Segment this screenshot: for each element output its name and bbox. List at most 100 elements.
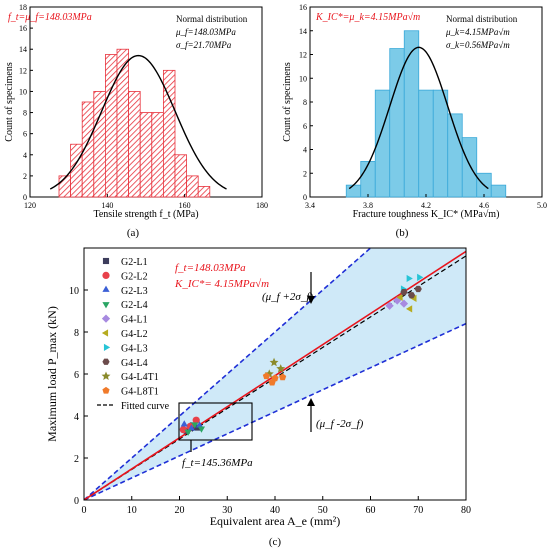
panel-b-y-tick-label: 4: [303, 146, 307, 155]
panel-c-y-tick-label: 6: [74, 370, 79, 381]
data-point-g4-l3: [406, 274, 413, 283]
panel-b-bar-0: [345, 184, 362, 198]
legend-label-g2-l3: G2-L3: [121, 286, 148, 297]
legend-marker-g4-l3: [103, 343, 111, 351]
data-point-g4-l2: [396, 293, 403, 301]
panel-c-y-tick-label: 8: [74, 328, 79, 339]
panel-a-bar-7: [139, 112, 153, 198]
panel-c-annotation-kic: K_IC*= 4.15MPa√m: [174, 278, 269, 290]
panel-a-y-tick-label: 10: [19, 87, 27, 96]
panel-b-bars: [345, 30, 507, 198]
data-point-g4-l2: [405, 305, 413, 313]
panel-c-y-tick-label: 0: [74, 496, 79, 507]
legend-label-g4-l4: G4-L4: [121, 358, 148, 369]
panel-b-bar-6: [432, 89, 449, 198]
panel-a-bar-12: [197, 186, 211, 198]
data-point-g2-l4: [191, 422, 199, 429]
data-point-g2-l3: [180, 420, 188, 427]
legend-marker-g2-l4: [102, 302, 110, 309]
panel-c-y-tick-label: 2: [74, 454, 79, 465]
panel-a-x-tick-label: 140: [101, 201, 113, 210]
panel-a-bar-10: [174, 154, 188, 198]
panel-b-x-tick-label: 5.0: [537, 201, 547, 210]
legend-marker-g4-l4t1: [101, 371, 111, 380]
panel-a-annotation: f_t=μ_f=148.03MPa: [8, 12, 92, 23]
panel-c-upper-bound-line: [84, 248, 372, 500]
panel-a-x-tick-label: 120: [24, 201, 36, 210]
panel-b-x-tick-label: 3.8: [363, 201, 373, 210]
panel-b-x-axis-label: Fracture toughness K_IC* (MPa√m): [353, 209, 500, 220]
panel-c-annotation-fit: f_t=145.36MPa: [182, 457, 253, 469]
panel-c-y-axis-label: Maximum load P_max (kN): [45, 306, 59, 442]
panel-c-x-tick-label: 30: [222, 505, 232, 516]
panel-a-x-ticks: 120 140 160 180: [24, 194, 268, 210]
legend-label-g4-l3: G4-L3: [121, 343, 148, 354]
legend-label-g4-l8t1: G4-L8T1: [121, 387, 159, 398]
panel-b-legend-line-1: Normal distribution: [446, 14, 518, 24]
panel-a-legend-line-2: μ_f=148.03MPa: [175, 27, 236, 37]
panel-a-y-tick-label: 4: [23, 151, 27, 160]
panel-a-bar-6: [128, 91, 141, 198]
panel-b-y-ticks: 0 2 4 6 8 10 12 14 16: [299, 3, 313, 202]
panel-a-bar-11: [186, 175, 199, 198]
data-point-g4-l4: [407, 292, 416, 299]
panel-a-y-axis-label: Count of specimens: [4, 62, 15, 142]
panel-b-bar-5: [418, 89, 434, 198]
panel-c-points: [179, 273, 424, 436]
panel-b-bar-8: [461, 137, 478, 198]
legend-label-g4-l4t1: G4-L4T1: [121, 372, 159, 383]
legend-label-g2-l4: G2-L4: [121, 300, 148, 311]
panel-c-x-tick-label: 0: [82, 505, 87, 516]
data-point-g2-l3: [195, 421, 204, 428]
panel-c-y-tick-label: 10: [69, 286, 79, 297]
data-point-g2-l2: [192, 416, 200, 424]
data-point-g4-l8t1: [279, 373, 287, 381]
panel-b-x-ticks: 3.4 3.8 4.2 4.6 5.0: [305, 194, 547, 210]
panel-c-x-ticks: 0 10 20 30 40 50 60 70 80: [82, 496, 471, 516]
panel-c-upper-arrowhead: [307, 296, 315, 304]
panel-a-x-tick-label: 180: [256, 201, 268, 210]
panel-c-label: (c): [269, 536, 282, 548]
legend-fitted-curve-label: Fitted curve: [121, 401, 170, 412]
data-point-g4-l8t1: [268, 378, 276, 386]
panel-b-annotation: K_IC*=μ_k=4.15MPa√m: [315, 12, 420, 23]
panel-a-label: (a): [127, 227, 140, 239]
panel-a-y-tick-label: 18: [19, 3, 27, 12]
panel-b-x-tick-label: 4.6: [479, 201, 489, 210]
panel-a-bar-0: [58, 175, 71, 198]
panel-c-x-tick-label: 20: [175, 505, 185, 516]
panel-a-bar-4: [105, 54, 118, 198]
panel-b-label: (b): [396, 227, 409, 239]
legend-marker-g2-l1: [102, 257, 110, 265]
data-point-g2-l4: [184, 429, 192, 436]
panel-c-x-tick-label: 70: [413, 505, 423, 516]
panel-b-legend-line-3: σ_k=0.56MPa√m: [446, 40, 510, 50]
panel-c-annotation-ft: f_t=148.03MPa: [175, 262, 246, 274]
panel-a-y-tick-label: 16: [19, 24, 27, 33]
panel-c-y-ticks: 0 2 4 6 8 10: [69, 286, 88, 507]
panel-b-bar-4: [403, 30, 420, 198]
panel-c-annotation-lower: (μ_f -2σ_f): [316, 418, 364, 430]
legend-label-g4-l1: G4-L1: [121, 315, 148, 326]
data-point-g4-l1: [399, 299, 409, 308]
legend-marker-g4-l4: [102, 358, 110, 365]
panel-b-x-tick-label: 3.4: [305, 201, 315, 210]
panel-a-histogram: 120 140 160 180 0 2 4 6 8 10 12 14 16 18 f_t=μ_f=148…: [4, 3, 268, 239]
legend-marker-g4-l1: [101, 314, 111, 323]
panel-c-x-tick-label: 50: [318, 505, 328, 516]
panel-b-y-tick-label: 6: [303, 122, 307, 131]
panel-c-lower-bound-line: [84, 322, 466, 500]
panel-a-bar-5: [116, 48, 129, 198]
data-point-g2-l2: [179, 426, 187, 434]
panel-c-x-tick-label: 60: [366, 505, 376, 516]
legend-label-g2-l1: G2-L1: [121, 257, 148, 268]
panel-c-legend: G2-L1 G2-L2 G2-L3 G2-L4 G4-L1 G4-L2 G4-L3 G4-L4…: [101, 257, 159, 398]
panel-c-x-tick-label: 40: [270, 505, 280, 516]
panel-a-y-tick-label: 14: [19, 45, 27, 54]
panel-a-y-tick-label: 6: [23, 130, 27, 139]
panel-b-y-tick-label: 16: [299, 3, 307, 12]
data-point-g2-l1: [194, 424, 201, 431]
panel-b-y-tick-label: 2: [303, 169, 307, 178]
